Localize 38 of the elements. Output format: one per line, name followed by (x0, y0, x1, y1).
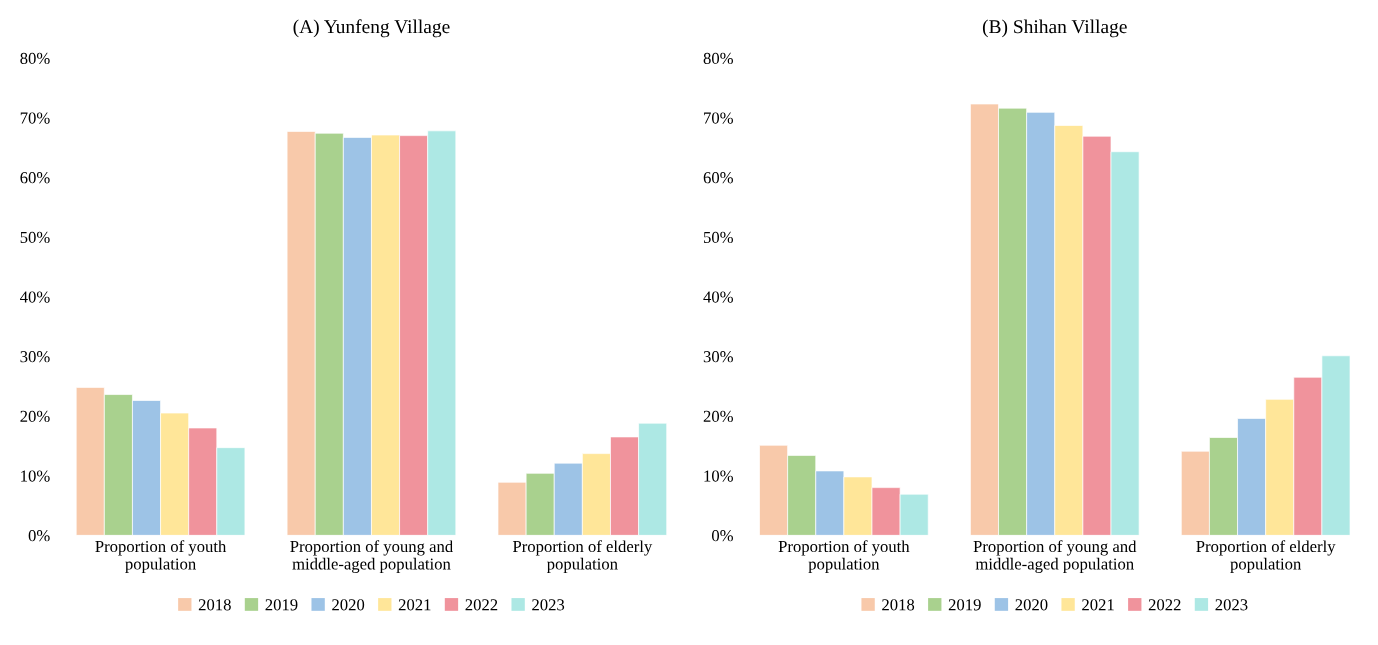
x-tick-label: Proportion of youth population (95, 540, 227, 573)
y-tick-label: 10% (21, 470, 50, 482)
x-tick-label: Proportion of young and middle-aged population (290, 540, 453, 574)
x-tick-label: Proportion of elderly population (1196, 540, 1336, 573)
legend-label: 2018 (198, 599, 231, 611)
legend-label: 2018 (882, 599, 915, 611)
chart-title: (B) Shihan Village (982, 19, 1127, 38)
legend-label: 2019 (265, 599, 298, 611)
y-tick-label: 60% (20, 172, 50, 184)
legend-label: 2023 (1215, 599, 1248, 611)
y-tick-label: 30% (20, 351, 50, 363)
legend-label: 2022 (1148, 599, 1181, 611)
y-tick-label: 70% (704, 112, 733, 124)
y-tick-label: 60% (703, 172, 733, 184)
y-tick-label: 10% (704, 470, 733, 482)
y-tick-label: 80% (20, 52, 50, 65)
y-tick-label: 30% (703, 351, 733, 363)
legend-label: 2020 (1015, 599, 1048, 611)
y-tick-label: 70% (20, 112, 50, 124)
y-tick-label: 0% (711, 530, 733, 542)
x-tick-label: Proportion of youth population (778, 540, 910, 573)
y-tick-label: 40% (20, 291, 50, 303)
y-tick-label: 40% (703, 291, 733, 303)
y-tick-label: 20% (703, 410, 733, 423)
legend-label: 2021 (1082, 599, 1114, 611)
y-tick-label: 50% (20, 231, 50, 244)
y-tick-label: 20% (20, 410, 50, 423)
legend-label: 2021 (398, 599, 431, 611)
legend-label: 2022 (465, 599, 498, 611)
legend-label: 2023 (532, 599, 565, 611)
y-tick-label: 0% (28, 530, 50, 542)
legend-label: 2020 (332, 599, 365, 611)
y-tick-label: 50% (703, 231, 733, 244)
chart-title: (A) Yunfeng Village (293, 19, 450, 38)
x-tick-label: Proportion of elderly population (512, 540, 653, 573)
x-tick-label: Proportion of young and middle-aged population (973, 540, 1137, 574)
y-tick-label: 80% (703, 52, 733, 65)
legend-label: 2019 (948, 599, 981, 611)
